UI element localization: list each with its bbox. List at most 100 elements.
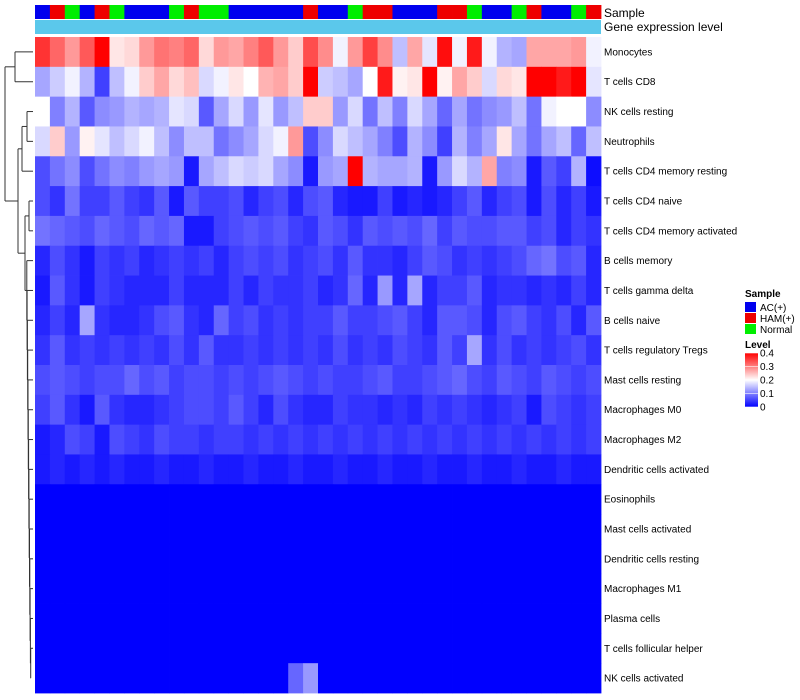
heatmap-cell (154, 454, 170, 485)
heatmap-cell (288, 156, 304, 187)
sample-annotation-cell (35, 5, 51, 19)
heatmap-cell (169, 454, 185, 485)
heatmap-cell (377, 186, 393, 217)
heatmap-cell (571, 156, 587, 187)
heatmap-cell (273, 365, 289, 396)
heatmap-cell (303, 275, 319, 306)
sample-annotation-cell (541, 5, 557, 19)
heatmap-cell (79, 663, 95, 694)
heatmap-cell (332, 424, 349, 455)
heatmap-cell (243, 275, 259, 306)
heatmap-cell (347, 514, 364, 545)
heatmap-cell (496, 603, 513, 634)
heatmap-cell (258, 245, 274, 276)
heatmap-cell (377, 484, 393, 515)
heatmap-cell (466, 335, 483, 366)
heatmap-cell (243, 484, 259, 515)
heatmap-cell (362, 543, 378, 575)
heatmap-cell (511, 37, 527, 68)
sample-annotation-cell (64, 5, 81, 19)
heatmap-cell (496, 156, 513, 187)
heatmap-cell (258, 424, 274, 455)
heatmap-cell (466, 37, 483, 68)
heatmap-cell (571, 573, 587, 604)
heatmap-cell (273, 335, 289, 366)
heatmap-cell (273, 454, 289, 485)
heatmap-cell (243, 186, 259, 217)
heatmap-cell (213, 603, 230, 634)
heatmap-cell (362, 663, 378, 694)
heatmap-cell (377, 514, 393, 545)
heatmap-cell (243, 663, 259, 694)
heatmap-cell (64, 543, 81, 575)
heatmap-cell (556, 156, 572, 187)
heatmap-cell (437, 454, 453, 485)
heatmap-cell (228, 633, 244, 664)
heatmap-cell (213, 514, 230, 545)
heatmap-cell (94, 186, 110, 217)
sample-annotation-cell (303, 5, 319, 19)
heatmap-cell (288, 245, 304, 276)
heatmap-cell (526, 394, 542, 426)
heatmap-cell (169, 424, 185, 455)
heatmap-cell (49, 156, 66, 187)
heatmap-cell (139, 126, 155, 157)
heatmap-cell (243, 424, 259, 455)
heatmap-cell (466, 603, 483, 634)
heatmap-cell (64, 96, 81, 127)
heatmap-cell (422, 484, 438, 515)
heatmap-cell (258, 66, 274, 98)
heatmap-cell (49, 365, 66, 396)
heatmap-cell (94, 96, 110, 127)
sample-annotation-cell (124, 5, 140, 19)
heatmap-cell (273, 424, 289, 455)
heatmap-cell (213, 365, 230, 396)
heatmap-cell (422, 424, 438, 455)
heatmap-cell (109, 37, 125, 68)
heatmap-cell (198, 215, 215, 247)
heatmap-cell (407, 663, 423, 694)
heatmap-cell (213, 66, 230, 98)
heatmap-cell (526, 96, 542, 127)
heatmap-cell (35, 514, 51, 545)
heatmap-cell (481, 215, 498, 247)
heatmap-cell (288, 365, 304, 396)
heatmap-cell (124, 514, 140, 545)
heatmap-cell (481, 484, 498, 515)
heatmap-cell (79, 335, 95, 366)
heatmap-cell (347, 305, 364, 336)
heatmap-cell (64, 514, 81, 545)
heatmap-cell (49, 573, 66, 604)
sample-annotation-cell (273, 5, 289, 19)
heatmap-cell (556, 245, 572, 276)
heatmap-cell (437, 365, 453, 396)
heatmap-cell (332, 454, 349, 485)
heatmap-cell (183, 335, 200, 366)
heatmap-cell (318, 603, 334, 634)
heatmap-cell (481, 514, 498, 545)
heatmap-cell (288, 543, 304, 575)
heatmap-cell (332, 37, 349, 68)
heatmap-cell (437, 394, 453, 426)
heatmap-cell (228, 454, 244, 485)
heatmap-cell (571, 543, 587, 575)
heatmap-cell (571, 365, 587, 396)
heatmap-cell (556, 186, 572, 217)
heatmap-cell (109, 633, 125, 664)
heatmap-cell (288, 514, 304, 545)
heatmap-cell (94, 365, 110, 396)
heatmap-cell (586, 603, 602, 634)
heatmap-cell (347, 394, 364, 426)
heatmap-cell (541, 275, 557, 306)
heatmap-cell (422, 215, 438, 247)
heatmap-cell (452, 126, 468, 157)
heatmap-cell (392, 633, 408, 664)
heatmap-cell (243, 633, 259, 664)
heatmap-cell (154, 305, 170, 336)
row-label: T cells gamma delta (604, 286, 694, 297)
heatmap-cell (288, 484, 304, 515)
heatmap-cell (392, 663, 408, 694)
heatmap-cell (586, 96, 602, 127)
heatmap-cell (49, 215, 66, 247)
sample-annotation-cell (213, 5, 230, 19)
